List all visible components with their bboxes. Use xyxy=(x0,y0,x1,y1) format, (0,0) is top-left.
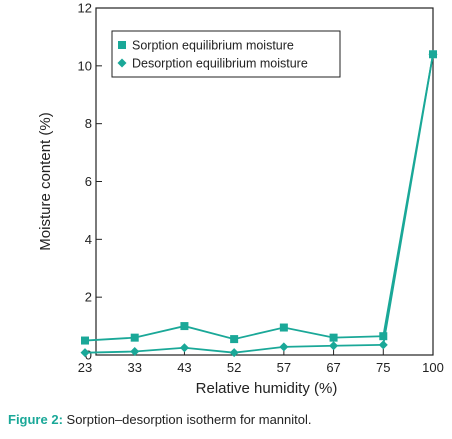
x-tick-label: 52 xyxy=(227,360,241,375)
data-point xyxy=(279,342,289,352)
y-tick-label: 10 xyxy=(78,58,92,73)
x-tick-label: 23 xyxy=(78,360,92,375)
y-axis-title: Moisture content (%) xyxy=(37,112,54,250)
figure-caption: Figure 2: Sorption–desorption isotherm f… xyxy=(8,412,312,427)
data-point xyxy=(329,341,339,351)
x-tick-label: 100 xyxy=(422,360,444,375)
x-axis: 23 33 43 52 57 67 75 100 xyxy=(78,349,444,375)
legend: Sorption equilibrium moisture Desorption … xyxy=(111,30,341,78)
data-point xyxy=(180,322,189,331)
data-point xyxy=(379,332,388,341)
caption-label: Figure 2: xyxy=(8,412,63,427)
data-point xyxy=(279,323,288,332)
data-point xyxy=(80,348,90,358)
data-point xyxy=(428,49,438,59)
data-point xyxy=(230,335,239,344)
data-point xyxy=(130,347,140,357)
data-point xyxy=(81,336,89,345)
series-1 xyxy=(81,50,437,345)
y-tick-label: 4 xyxy=(85,232,92,247)
series-line xyxy=(84,54,434,354)
series-layer xyxy=(80,49,438,358)
series-2 xyxy=(80,49,438,358)
legend-entry: Sorption equilibrium moisture xyxy=(132,39,294,53)
x-tick-label: 75 xyxy=(376,360,390,375)
legend-box xyxy=(111,30,341,78)
x-axis-title: Relative humidity (%) xyxy=(196,380,338,397)
data-point xyxy=(229,348,239,358)
y-tick-label: 6 xyxy=(85,174,92,189)
data-point xyxy=(378,340,388,350)
chart: 0 2 4 6 8 10 12 23 33 43 52 57 67 75 100 Relative hum… xyxy=(37,1,444,398)
data-point xyxy=(130,333,139,342)
legend-marker xyxy=(117,58,127,68)
x-tick-label: 67 xyxy=(326,360,340,375)
y-tick-label: 0 xyxy=(85,348,92,363)
x-tick-label: 43 xyxy=(177,360,191,375)
y-tick-label: 12 xyxy=(78,1,92,16)
y-tick-label: 2 xyxy=(85,290,92,305)
y-axis: 0 2 4 6 8 10 12 xyxy=(78,1,102,363)
data-point xyxy=(329,333,338,342)
legend-marker xyxy=(118,41,126,49)
x-tick-label: 33 xyxy=(127,360,141,375)
caption-text: Sorption–desorption isotherm for mannito… xyxy=(66,412,312,427)
data-point xyxy=(179,343,189,353)
series-line xyxy=(84,54,434,342)
y-tick-label: 8 xyxy=(85,116,92,131)
legend-entry: Desorption equilibrium moisture xyxy=(132,57,308,71)
x-tick-label: 57 xyxy=(277,360,291,375)
